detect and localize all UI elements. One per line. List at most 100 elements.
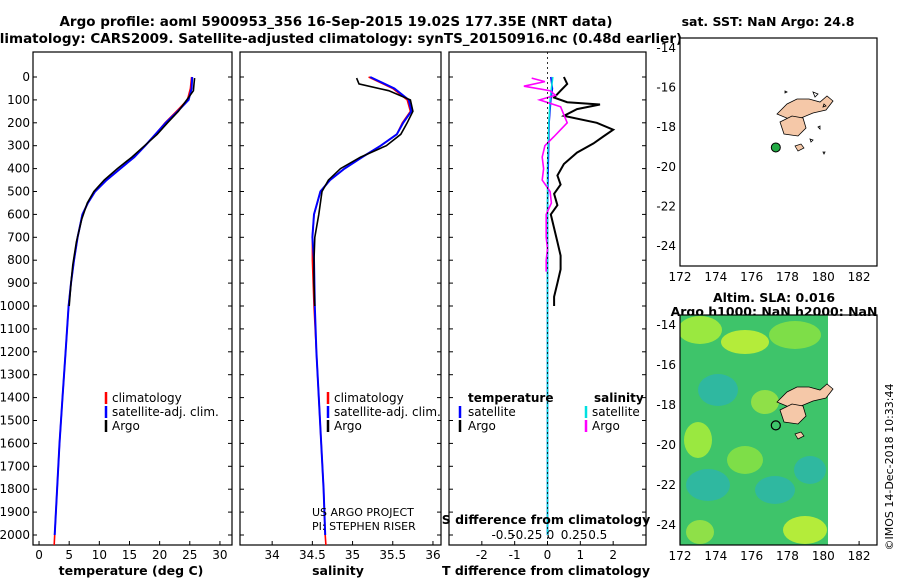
difference-xlabel-top: S difference from climatology xyxy=(442,512,651,527)
depth-tick-label: 1900 xyxy=(0,505,30,519)
x-tick-label: 20 xyxy=(152,548,167,562)
depth-tick-label: 400 xyxy=(7,162,30,176)
map-y-tick-label: -16 xyxy=(656,358,676,372)
sla-low-blob xyxy=(755,476,795,504)
series-line-satellite-adj-clim- xyxy=(311,76,413,536)
salinity-legend: climatology satellite-adj. clim. Argo xyxy=(326,391,441,433)
legend-argo-label: Argo xyxy=(112,419,140,433)
sla-high-blob xyxy=(751,390,779,414)
x-tick-label: 2 xyxy=(609,548,617,562)
credit-project: US ARGO PROJECT xyxy=(312,506,414,519)
x-tick-label: -1 xyxy=(509,548,521,562)
salinity-xlabel: salinity xyxy=(312,563,364,578)
map-x-tick-label: 180 xyxy=(812,270,835,284)
salinity-difference-tick-label: 0.5 xyxy=(588,528,607,542)
temperature-panel-frame xyxy=(32,51,233,546)
sla-viti-levu-island xyxy=(779,403,807,425)
sla-kadavu-island xyxy=(794,431,805,440)
series-line-salinity-satellite xyxy=(546,76,554,535)
map-x-tick-label: 172 xyxy=(669,270,692,284)
sla-map-coastline xyxy=(776,383,834,440)
salinity-panel-frame xyxy=(239,51,442,546)
salinity-difference-tick-label: 0 xyxy=(547,528,555,542)
series-line-argo xyxy=(68,78,196,307)
sla-high-blob xyxy=(680,316,722,344)
map-y-tick-label: -24 xyxy=(656,239,676,253)
legend-salinity-title: salinity xyxy=(594,391,644,405)
depth-tick-label: 600 xyxy=(7,207,30,221)
sst-map-frame xyxy=(679,37,878,267)
depth-tick-label: 1100 xyxy=(0,322,30,336)
sla-high-blob xyxy=(769,321,821,349)
depth-tick-label: 1800 xyxy=(0,482,30,496)
x-tick-label: 5 xyxy=(65,548,73,562)
depth-tick-label: 1600 xyxy=(0,436,30,450)
depth-tick-label: 1500 xyxy=(0,414,30,428)
legend-satellite-label: satellite-adj. clim. xyxy=(334,405,441,419)
map-y-tick-label: -22 xyxy=(656,478,676,492)
sst-float-location-marker xyxy=(770,142,781,153)
x-tick-label: 34 xyxy=(265,548,280,562)
map-x-tick-label: 182 xyxy=(848,270,871,284)
legend-t-satellite-label: satellite xyxy=(468,405,516,419)
x-tick-label: 34.5 xyxy=(299,548,326,562)
map-x-tick-label: 172 xyxy=(669,549,692,563)
temperature-xlabel: temperature (deg C) xyxy=(59,563,204,578)
depth-tick-label: 100 xyxy=(7,93,30,107)
map-x-tick-label: 182 xyxy=(848,549,871,563)
depth-tick-label: 200 xyxy=(7,116,30,130)
depth-tick-label: 2000 xyxy=(0,528,30,542)
map-y-tick-label: -18 xyxy=(656,120,676,134)
x-tick-label: 36 xyxy=(425,548,440,562)
sla-high-blob xyxy=(684,422,712,458)
depth-tick-label: 0 xyxy=(22,70,30,84)
sla-float-location-marker xyxy=(770,420,781,431)
map-x-tick-label: 176 xyxy=(740,270,763,284)
x-tick-label: 30 xyxy=(212,548,227,562)
timestamp: ©IMOS 14-Dec-2018 10:33:44 xyxy=(883,384,896,551)
figure-title-line1: Argo profile: aoml 5900953_356 16-Sep-20… xyxy=(59,14,612,30)
map-y-tick-label: -14 xyxy=(656,41,676,55)
map-y-tick-label: -20 xyxy=(656,160,676,174)
legend-satellite-label: satellite-adj. clim. xyxy=(112,405,219,419)
legend-climatology-label: climatology xyxy=(334,391,404,405)
difference-lines-layer xyxy=(523,52,616,545)
depth-tick-label: 1400 xyxy=(0,391,30,405)
legend-argo-label: Argo xyxy=(334,419,362,433)
sla-high-blob xyxy=(686,520,714,544)
map-x-tick-label: 176 xyxy=(740,549,763,563)
x-tick-label: -2 xyxy=(476,548,488,562)
map-y-tick-label: -20 xyxy=(656,438,676,452)
x-tick-label: 0 xyxy=(35,548,43,562)
sla-map-title-line1: Altim. SLA: 0.016 xyxy=(713,290,835,305)
sla-high-blob xyxy=(727,446,763,474)
map-y-tick-label: -24 xyxy=(656,518,676,532)
sst-map-coastline xyxy=(776,90,834,155)
legend-s-satellite-label: satellite xyxy=(592,405,640,419)
sla-high-blob xyxy=(721,330,769,354)
map-y-tick-label: -18 xyxy=(656,398,676,412)
map-x-tick-label: 178 xyxy=(776,549,799,563)
temperature-legend: climatology satellite-adj. clim. Argo xyxy=(104,391,219,433)
series-line-salinity-argo xyxy=(523,77,569,272)
sla-map-frame xyxy=(679,314,878,546)
sst-viti-levu-island xyxy=(779,115,807,137)
depth-tick-label: 1000 xyxy=(0,299,30,313)
sst-map-title: sat. SST: NaN Argo: 24.8 xyxy=(682,14,855,29)
x-tick-label: 10 xyxy=(92,548,107,562)
map-x-tick-label: 178 xyxy=(776,270,799,284)
series-line-argo xyxy=(313,77,414,307)
sla-low-blob xyxy=(698,374,738,406)
legend-t-argo-label: Argo xyxy=(468,419,496,433)
depth-tick-label: 1300 xyxy=(0,368,30,382)
x-tick-label: 15 xyxy=(122,548,137,562)
map-y-tick-label: -16 xyxy=(656,81,676,95)
figure-title-line2: Climatology: CARS2009. Satellite-adjuste… xyxy=(0,31,682,47)
x-tick-label: 25 xyxy=(182,548,197,562)
sla-low-blob xyxy=(686,469,730,501)
sst-kadavu-island xyxy=(794,143,805,152)
sla-high-blob xyxy=(783,516,827,544)
series-line-temperature-argo xyxy=(549,76,616,306)
x-tick-label: 0 xyxy=(544,548,552,562)
